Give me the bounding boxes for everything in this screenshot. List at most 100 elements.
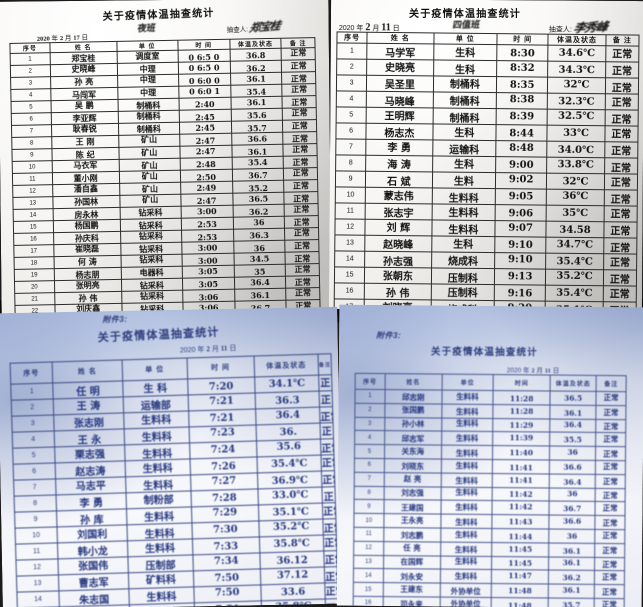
row-unit: 外协单位 <box>439 583 492 598</box>
row-index: 13 <box>353 554 384 569</box>
row-note: 正 <box>320 422 334 440</box>
row-index: 15 <box>334 266 365 284</box>
row-name: 赵晓峰 <box>364 235 432 252</box>
row-temperature: 34.1℃ <box>254 375 320 393</box>
row-name: 司永来 <box>382 596 440 607</box>
row-temperature: 36.1 <box>548 556 595 571</box>
row-name: 孙 伟 <box>364 283 432 300</box>
row-temperature: 36.5 <box>232 192 285 206</box>
row-note: 正常 <box>281 59 316 73</box>
row-temperature: 34.58 <box>546 221 604 238</box>
row-temperature: 35.8℃ <box>261 598 326 607</box>
row-name: 孙志强 <box>364 251 432 268</box>
row-note: 正常 <box>603 205 638 223</box>
row-note: 正常 <box>604 93 639 111</box>
row-temperature: 36.3 <box>255 391 320 409</box>
col-header-time: 时间 <box>493 374 551 392</box>
row-note: 正常 <box>594 529 625 544</box>
row-note: 正常 <box>602 285 637 303</box>
row-unit: 生料科 <box>129 586 194 605</box>
row-temperature: 34.0℃ <box>547 141 605 158</box>
row-note: 正常 <box>603 221 638 239</box>
row-note: 正常 <box>604 109 639 127</box>
row-index: 9 <box>353 499 384 514</box>
row-time: 9:00 <box>495 156 548 174</box>
row-index: 14 <box>13 208 53 222</box>
row-index: 14 <box>334 250 365 268</box>
row-unit: 生料科 <box>440 486 493 501</box>
inspector-label: 抽查人: <box>548 26 572 34</box>
row-index: 11 <box>335 202 366 220</box>
row-index: 4 <box>12 430 55 449</box>
row-name: 在国辉 <box>383 555 441 570</box>
row-time: 2:47 <box>179 145 232 159</box>
row-unit: 生科 <box>432 123 497 141</box>
row-unit: 烧成科 <box>431 251 495 269</box>
form-title: 关于疫情体温抽查统计 <box>430 346 538 359</box>
row-name: 刘 辉 <box>365 219 432 236</box>
row-index: 10 <box>15 526 58 545</box>
row-index: 3 <box>10 76 51 90</box>
row-time: 8:30 <box>496 44 549 62</box>
col-header-temp: 体温及状态 <box>548 34 606 46</box>
row-index: 14 <box>16 590 60 607</box>
row-name: 刘永安 <box>383 568 441 584</box>
row-unit: 生料科 <box>440 500 493 515</box>
col-header-unit: 单位 <box>441 374 494 391</box>
row-index: 12 <box>353 541 384 556</box>
inspector-line: 抽查人: 郑宝桂 <box>226 18 281 35</box>
row-note: 正常 <box>605 77 639 95</box>
row-unit: 生料科 <box>441 417 494 432</box>
row-name: 邱志军 <box>384 430 442 446</box>
row-temperature: 35 <box>233 264 286 278</box>
row-index: 1 <box>10 52 50 66</box>
col-header-note: 备 注 <box>605 34 640 47</box>
row-index: 9 <box>14 510 57 529</box>
row-name: 王建国 <box>383 499 441 515</box>
row-temperature: 36.1 <box>230 72 283 86</box>
row-temperature: 36.2 <box>229 60 282 74</box>
shift-tag: 四值班 <box>451 20 481 32</box>
row-unit: 生科 <box>431 235 495 253</box>
row-temperature: 36.3 <box>233 228 286 242</box>
sheet-top-right: 关于疫情体温抽查统计 2020 年 2 月 11 日 四值班 抽查人: 李秀峰 … <box>328 0 643 312</box>
row-unit: 矿料科 <box>129 602 195 607</box>
row-time: 2:53 <box>181 217 234 231</box>
row-temperature: 36. <box>255 423 321 441</box>
date-month-label: 月 <box>211 345 220 354</box>
row-time: 11:47 <box>491 569 549 585</box>
row-temperature: 35.4℃ <box>545 253 604 270</box>
row-index: 12 <box>15 558 59 577</box>
row-temperature: 35.6 <box>230 108 283 122</box>
row-temperature: 35.2℃ <box>258 519 324 537</box>
row-unit: 生 科 <box>123 378 188 397</box>
row-index: 10 <box>353 513 384 528</box>
row-note: 正常 <box>285 275 320 289</box>
date-month-value: 2 <box>206 345 211 354</box>
row-unit: 生料科 <box>125 474 191 493</box>
row-index: 20 <box>14 280 55 294</box>
table-body: 1 邱志刚 生料科 11:28 36.5 正常 2 张国鹏 生料科 11:28 36.1 正常 3 孙小林… <box>353 389 627 607</box>
row-unit: 生料科 <box>440 555 492 570</box>
date-day-value: 11 <box>220 344 228 353</box>
row-unit: 外协单位 <box>439 597 492 607</box>
row-time: 11:41 <box>492 459 550 474</box>
row-note: 正常 <box>324 566 338 583</box>
row-time: 0 6:0 0 <box>178 73 231 87</box>
row-name: 李 勇 <box>365 139 433 156</box>
row-temperature: 33.0℃ <box>257 487 323 505</box>
row-note: 正常 <box>284 179 318 193</box>
row-unit: 生料科 <box>441 403 494 419</box>
shift-tag: 夜班 <box>136 23 157 35</box>
row-temperature: 32℃ <box>547 77 606 94</box>
row-note: 正常 <box>595 515 625 530</box>
form-title: 关于疫情体温抽查统计 <box>97 326 220 345</box>
row-time: 3:00 <box>181 253 234 267</box>
temperature-table: 序号 姓 名 单 位 时 间 体温及状态 备 注 1 马学军 生科 8:30 34.6℃… <box>332 31 640 312</box>
row-index: 5 <box>354 444 385 459</box>
row-unit: 生科 <box>433 43 497 61</box>
row-time: 11:48 <box>491 597 549 607</box>
attachment-label: 附件3: <box>376 330 402 341</box>
row-note: 正常 <box>321 470 335 488</box>
row-temperature: 36.1 <box>231 144 284 158</box>
